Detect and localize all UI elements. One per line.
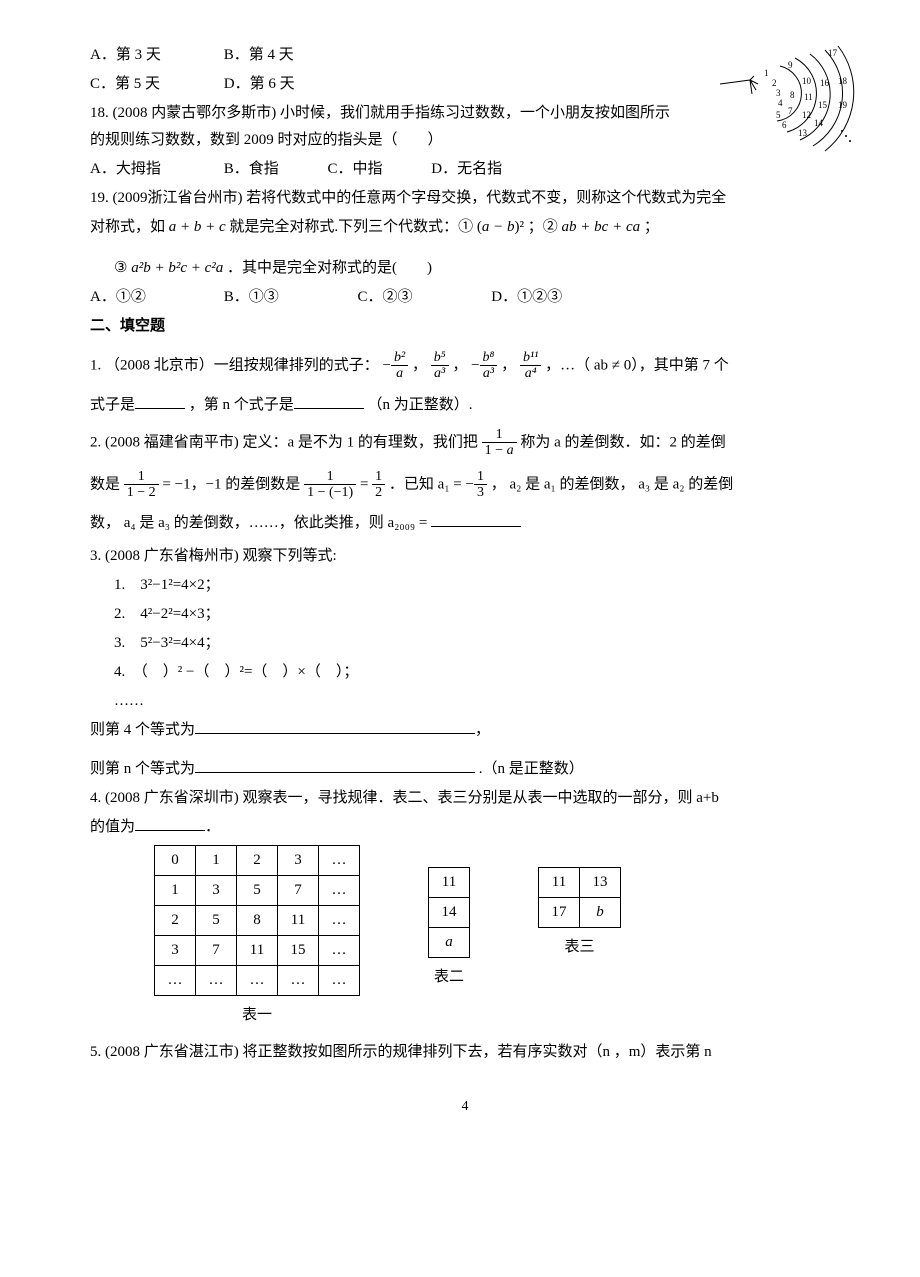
fb2-l1b: 称为 a 的差倒数．如：2 的差倒 xyxy=(520,434,725,450)
page-number: 4 xyxy=(90,1094,840,1119)
table-1-label: 表一 xyxy=(242,1002,272,1029)
blank[interactable] xyxy=(431,511,521,527)
svg-text:5: 5 xyxy=(776,110,781,120)
fb3-eq4: 4. （ ）² −（ ）²=（ ）×（ ）； xyxy=(90,659,840,686)
svg-text:16: 16 xyxy=(820,78,830,88)
fb2-l2a: 数是 xyxy=(90,476,120,492)
svg-text:13: 13 xyxy=(798,128,808,138)
blank[interactable] xyxy=(294,393,364,409)
fb3-qn-a: 则第 n 个等式为 xyxy=(90,761,195,777)
svg-text:17: 17 xyxy=(828,48,838,58)
svg-text:4: 4 xyxy=(778,98,783,108)
svg-text:12: 12 xyxy=(802,110,811,120)
q17-opt-a: A．第 3 天 xyxy=(90,42,220,69)
fb1-l2a: 式子是 xyxy=(90,397,135,413)
fb1-tail: ，…（ ab ≠ 0），其中第 7 个 xyxy=(545,357,729,373)
fb3-head: 3. (2008 广东省梅州市) 观察下列等式: xyxy=(90,543,840,570)
fb1-line2: 式子是 ，第 n 个式子是 （n 为正整数）. xyxy=(90,392,840,419)
fb2-line1: 2. (2008 福建省南平市) 定义：a 是不为 1 的有理数，我们把 11 … xyxy=(90,427,840,459)
svg-text:18: 18 xyxy=(838,76,848,86)
svg-text:19: 19 xyxy=(838,100,848,110)
fb3-eq3: 3. 5²−3²=4×4； xyxy=(90,630,840,657)
svg-text:3: 3 xyxy=(776,88,781,98)
fb2-l2c: ．已知 a₁ = − xyxy=(389,476,474,492)
q17-opt-c: C．第 5 天 xyxy=(90,71,220,98)
q17-opt-b: B．第 4 天 xyxy=(224,47,294,63)
q18-opt-a: A．大拇指 xyxy=(90,156,220,183)
fb3-qn: 则第 n 个等式为 .（n 是正整数） xyxy=(90,756,840,783)
fb1-line1: 1. （2008 北京市）一组按规律排列的式子： −b²a ， b⁵a³ ， −… xyxy=(90,350,840,382)
table-2-label: 表二 xyxy=(434,964,464,991)
svg-text:7: 7 xyxy=(788,106,793,116)
svg-text:8: 8 xyxy=(790,90,795,100)
fb2-line3: 数， a₄ 是 a₃ 的差倒数，……，依此类推，则 a₂₀₀₉ = xyxy=(90,510,840,537)
q19-opt-c: C．②③ xyxy=(358,284,488,311)
svg-text:11: 11 xyxy=(804,92,813,102)
table-3: 1113 17b xyxy=(538,867,621,928)
fb4-l2-label: 的值为 xyxy=(90,819,135,835)
svg-text:15: 15 xyxy=(818,100,828,110)
fb4-line2: 的值为． xyxy=(90,814,840,841)
svg-text:14: 14 xyxy=(814,118,824,128)
q18-options: A．大拇指 B．食指 C．中指 D．无名指 xyxy=(90,156,840,183)
fb3-eq1: 1. 3²−1²=4×2； xyxy=(90,572,840,599)
fb5-line: 5. (2008 广东省湛江市) 将正整数按如图所示的规律排列下去，若有序实数对… xyxy=(90,1039,840,1066)
svg-text:6: 6 xyxy=(782,120,787,130)
blank[interactable] xyxy=(195,757,475,773)
fb3-qn-b: .（n 是正整数） xyxy=(479,761,584,777)
svg-text:9: 9 xyxy=(788,60,793,70)
blank[interactable] xyxy=(135,393,185,409)
q19-line3: ③ a²b + b²c + c²a ．其中是完全对称式的是( ) xyxy=(90,255,840,282)
fb2-line2: 数是 11 − 2 = −1，−1 的差倒数是 11 − (−1) = 12 ．… xyxy=(90,469,840,501)
fb3-q4-label: 则第 4 个等式为 xyxy=(90,722,195,738)
fb1-l2b: ，第 n 个式子是 xyxy=(189,397,294,413)
fb2-l1a: 2. (2008 福建省南平市) 定义：a 是不为 1 的有理数，我们把 xyxy=(90,434,478,450)
svg-text:2: 2 xyxy=(772,78,777,88)
q19-line1: 19. (2009浙江省台州市) 若将代数式中的任意两个字母交换，代数式不变，则… xyxy=(90,185,840,212)
fb2-l3-text: 数， a₄ 是 a₃ 的差倒数，……，依此类推，则 a₂₀₀₉ = xyxy=(90,515,431,531)
fb2-l2d: ， a₂ 是 a₁ 的差倒数， a₃ 是 a₂ 的差倒 xyxy=(491,476,734,492)
table-2: 11 14 a xyxy=(428,867,470,958)
q19-opt-b: B．①③ xyxy=(224,284,354,311)
section-2-heading: 二、填空题 xyxy=(90,313,840,340)
finger-counting-figure: 123 456 789 101112 131415 161718 19 xyxy=(710,36,870,156)
q19-opt-d: D．①②③ xyxy=(491,284,621,311)
svg-text:1: 1 xyxy=(764,68,769,78)
svg-text:10: 10 xyxy=(802,76,812,86)
q19-options: A．①② B．①③ C．②③ D．①②③ xyxy=(90,284,840,311)
q18-opt-c: C．中指 xyxy=(328,156,428,183)
q18-opt-b: B．食指 xyxy=(224,156,324,183)
fb3-dots: …… xyxy=(90,688,840,715)
q19-line2: 对称式，如 a + b + c 就是完全对称式.下列三个代数式：① (a − b… xyxy=(90,214,840,241)
q18-opt-d: D．无名指 xyxy=(431,156,561,183)
blank[interactable] xyxy=(195,718,475,734)
table-3-label: 表三 xyxy=(564,934,594,961)
table-1: 0123… 1357… 25811… 371115… …………… xyxy=(154,845,360,996)
fb3-q4: 则第 4 个等式为， xyxy=(90,717,840,744)
fb3-eq2: 2. 4²−2²=4×3； xyxy=(90,601,840,628)
q19-opt-a: A．①② xyxy=(90,284,220,311)
tables-row: 0123… 1357… 25811… 371115… …………… 表一 11 1… xyxy=(90,845,840,1029)
fb4-line1: 4. (2008 广东省深圳市) 观察表一，寻找规律．表二、表三分别是从表一中选… xyxy=(90,785,840,812)
fb1-l2c: （n 为正整数）. xyxy=(368,397,473,413)
q17-opt-d: D．第 6 天 xyxy=(224,76,295,92)
blank[interactable] xyxy=(135,815,205,831)
fb1-pre: 1. （2008 北京市）一组按规律排列的式子： xyxy=(90,357,379,373)
fb2-l2b: = −1，−1 的差倒数是 xyxy=(162,476,300,492)
